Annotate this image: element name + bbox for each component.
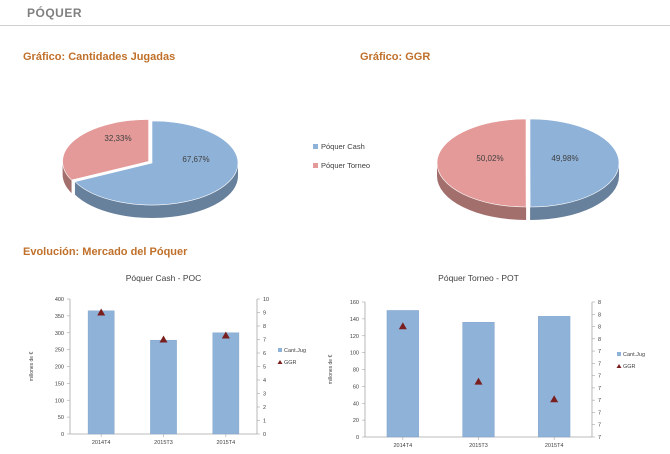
bar-2015T3 — [150, 340, 176, 434]
bar-chart-poquer-torneo: Póquer Torneo - POT 0 20 40 60 80 100 120 140 160… — [328, 273, 645, 449]
legend-swatch-ggr — [617, 364, 622, 368]
legend-swatch-ggr — [278, 360, 283, 364]
y-tick-label: 60 — [353, 384, 359, 390]
legend-label-torneo: Póquer Torneo — [321, 161, 370, 170]
legend-label-ggr: GGR — [623, 364, 636, 370]
legend-label-ggr: GGR — [284, 360, 297, 366]
y-tick-label: 350 — [55, 314, 64, 320]
y2-tick-label: 9 — [263, 311, 266, 317]
y2-tick-label: 7 — [598, 386, 601, 392]
ggr-marker — [160, 336, 168, 343]
y2-tick-label: 7 — [598, 435, 601, 441]
y-axis-label: millones de € — [29, 352, 35, 382]
y2-tick-label: 7 — [598, 410, 601, 416]
y2-tick-label: 8 — [263, 324, 266, 330]
y2-tick-label: 8 — [598, 312, 601, 318]
bar-2014T4 — [387, 310, 419, 437]
bar-2015T4 — [538, 316, 570, 437]
y2-tick-label: 7 — [598, 423, 601, 429]
y-tick-label: 150 — [55, 381, 64, 387]
legend-label-cantjug: Cant.Jug — [623, 352, 645, 358]
legend-label-cantjug: Cant.Jug — [284, 348, 306, 354]
legend-swatch-cantjug — [617, 352, 621, 356]
y2-tick-label: 7 — [598, 349, 601, 355]
y2-tick-label: 10 — [263, 297, 269, 303]
y2-tick-label: 5 — [263, 365, 266, 371]
y-tick-label: 140 — [350, 317, 359, 323]
x-tick-label: 2015T3 — [154, 440, 173, 446]
pie-legend: Póquer Cash Póquer Torneo — [313, 142, 370, 170]
bar-2014T4 — [88, 311, 114, 434]
pie-value-label: 49,98% — [551, 154, 578, 163]
y2-tick-label: 1 — [263, 419, 266, 425]
x-tick-label: 2015T4 — [217, 440, 236, 446]
y2-tick-label: 8 — [598, 337, 601, 343]
y-axis-label: millones de € — [328, 355, 334, 385]
y2-tick-label: 3 — [263, 392, 266, 398]
y-tick-label: 80 — [353, 368, 359, 374]
x-tick-label: 2014T4 — [92, 440, 111, 446]
y2-tick-label: 7 — [598, 398, 601, 404]
x-tick-label: 2014T4 — [394, 443, 413, 449]
y-tick-label: 250 — [55, 348, 64, 354]
x-tick-label: 2015T4 — [545, 443, 564, 449]
pie-value-label: 67,67% — [182, 155, 209, 164]
y2-tick-label: 8 — [598, 300, 601, 306]
pie-ggr: 49,98% 50,02% — [437, 119, 619, 220]
legend-label-cash: Póquer Cash — [321, 142, 365, 151]
y2-tick-label: 8 — [598, 325, 601, 331]
bar-chart-title: Póquer Torneo - POT — [438, 273, 519, 283]
y-tick-label: 0 — [356, 435, 359, 441]
y-tick-label: 0 — [61, 432, 64, 438]
x-tick-label: 2015T3 — [469, 443, 488, 449]
y-tick-label: 50 — [58, 415, 64, 421]
y-tick-label: 120 — [350, 334, 359, 340]
y-tick-label: 160 — [350, 300, 359, 306]
legend-swatch-cash — [313, 144, 318, 149]
y-tick-label: 200 — [55, 365, 64, 371]
pie-cantidades-jugadas: 67,67% 32,33% — [63, 119, 238, 218]
y2-tick-label: 4 — [263, 378, 266, 384]
pie-value-label: 50,02% — [476, 154, 503, 163]
pie-value-label: 32,33% — [104, 134, 131, 143]
y2-tick-label: 0 — [263, 432, 266, 438]
y2-tick-label: 2 — [263, 405, 266, 411]
y-tick-label: 300 — [55, 331, 64, 337]
legend-swatch-torneo — [313, 163, 318, 168]
bar-chart-poquer-cash: Póquer Cash - POC05010015020025030035040… — [29, 273, 306, 446]
bar-2015T4 — [213, 333, 239, 434]
bar-chart-title: Póquer Cash - POC — [126, 273, 202, 283]
y-tick-label: 20 — [353, 418, 359, 424]
y2-tick-label: 7 — [263, 338, 266, 344]
y2-tick-label: 7 — [598, 374, 601, 380]
y-tick-label: 400 — [55, 297, 64, 303]
y-tick-label: 100 — [350, 351, 359, 357]
y-tick-label: 100 — [55, 398, 64, 404]
legend-swatch-cantjug — [278, 348, 282, 352]
y2-tick-label: 6 — [263, 351, 266, 357]
y-tick-label: 40 — [353, 401, 359, 407]
y2-tick-label: 7 — [598, 361, 601, 367]
